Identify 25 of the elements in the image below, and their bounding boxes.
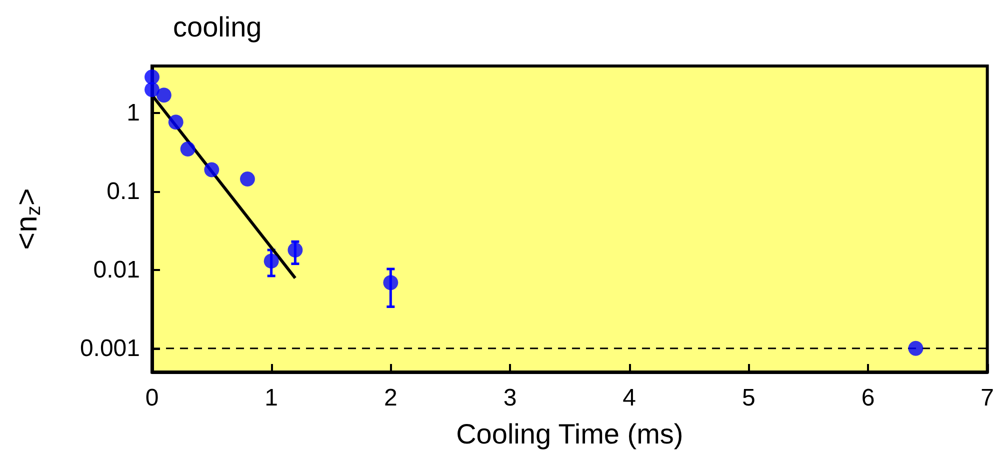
point bbox=[383, 275, 398, 290]
point bbox=[204, 162, 220, 178]
x-tick-label: 1 bbox=[264, 384, 278, 412]
point bbox=[908, 340, 924, 356]
x-tick-label: 5 bbox=[742, 384, 756, 412]
y-tick-label: 0.01 bbox=[93, 256, 140, 284]
x-tick-label: 4 bbox=[622, 384, 636, 412]
point bbox=[156, 88, 172, 103]
x-tick-label: 6 bbox=[861, 384, 875, 412]
point bbox=[264, 254, 279, 269]
x-tick-label: 7 bbox=[980, 384, 994, 412]
point bbox=[180, 141, 196, 156]
y-tick-label: 1 bbox=[126, 100, 140, 127]
y-tick-label: 0.001 bbox=[80, 334, 140, 362]
y-axis-title: <nz> bbox=[10, 188, 45, 250]
x-tick-label: 2 bbox=[384, 384, 398, 412]
point bbox=[144, 69, 160, 84]
x-tick-label: 3 bbox=[503, 384, 517, 412]
x-tick-label: 0 bbox=[145, 384, 159, 412]
chart-title: cooling bbox=[173, 12, 262, 42]
point bbox=[240, 171, 255, 186]
point bbox=[168, 114, 184, 130]
y-tick-label: 0.1 bbox=[106, 178, 140, 206]
x-axis-title: Cooling Time (ms) bbox=[456, 418, 684, 450]
point bbox=[144, 82, 160, 98]
